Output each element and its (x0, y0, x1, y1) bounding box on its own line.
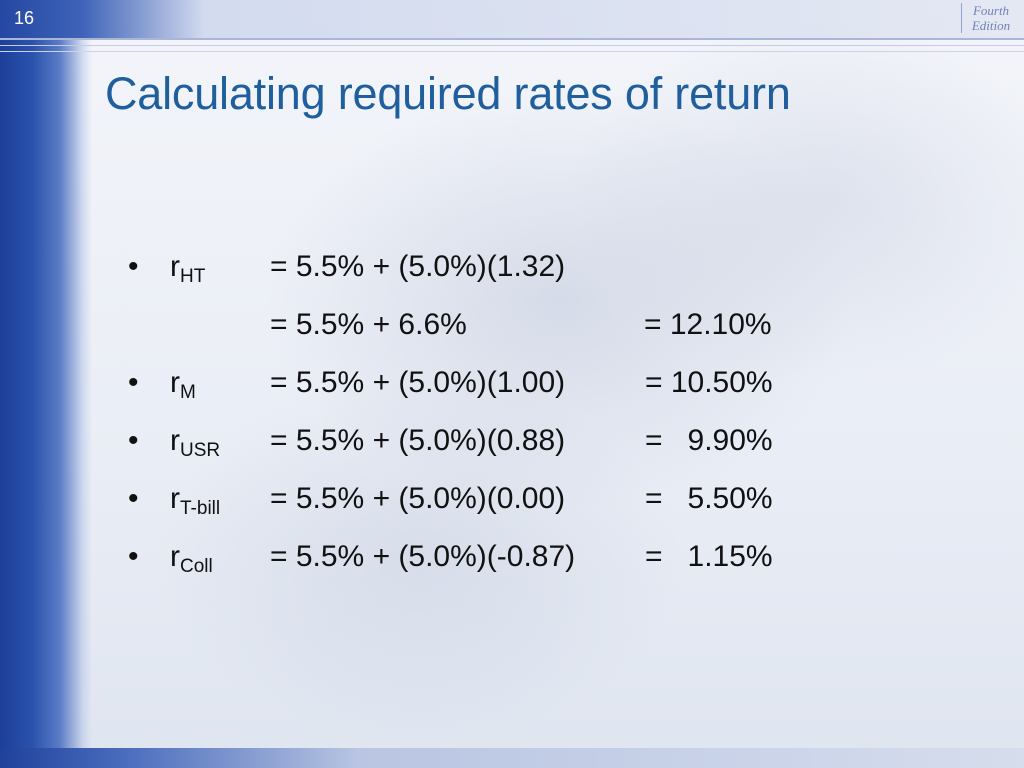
rate-expression: = 5.5% + (5.0%)(0.00) (270, 482, 566, 515)
rate-result: = 10.50% (645, 366, 773, 399)
rate-subscript: M (180, 382, 196, 403)
edition-line: Fourth (972, 3, 1010, 18)
top-decor-band (0, 0, 1024, 40)
rate-subscript: T-bill (180, 498, 221, 519)
list-item: • rUSR = 5.5% + (5.0%)(0.88) = 9.90% (128, 412, 928, 470)
top-rule (0, 45, 1024, 46)
edition-logo: Fourth Edition (961, 3, 1020, 33)
rate-result: = 5.50% (645, 482, 773, 515)
bottom-decor-band (0, 748, 1024, 768)
bullet-icon: • (128, 424, 139, 457)
bullet-icon: • (128, 366, 139, 399)
list-item: • rHT = 5.5% + (5.0%)(1.32) (128, 238, 928, 296)
bullet-list: • rHT = 5.5% + (5.0%)(1.32) = 5.5% + 6.6… (128, 238, 928, 586)
bullet-icon: • (128, 540, 139, 573)
rate-expression: = 5.5% + (5.0%)(1.00) (270, 366, 566, 399)
rate-expression: = 5.5% + (5.0%)(-0.87) (270, 540, 576, 573)
rate-variable: rT-bill (170, 482, 221, 519)
bullet-icon: • (128, 482, 139, 515)
rate-variable: rColl (170, 540, 213, 577)
rate-expression: = 5.5% + 6.6% (270, 308, 467, 341)
edition-line: Edition (971, 18, 1011, 33)
rate-result: = 1.15% (645, 540, 773, 573)
list-item: • rColl = 5.5% + (5.0%)(-0.87) = 1.15% (128, 528, 928, 586)
rate-variable: rUSR (170, 424, 221, 461)
slide-title: Calculating required rates of return (105, 68, 791, 119)
rate-subscript: HT (180, 266, 206, 287)
rate-variable: rHT (170, 250, 206, 287)
top-rule (0, 38, 1024, 40)
top-rule (0, 51, 1024, 52)
rate-subscript: Coll (180, 556, 213, 577)
list-item: = 5.5% + 6.6% = 12.10% (128, 296, 928, 354)
rate-result: = 12.10% (644, 308, 772, 341)
list-item: • rM = 5.5% + (5.0%)(1.00) = 10.50% (128, 354, 928, 412)
rate-subscript: USR (180, 440, 221, 461)
bullet-icon: • (128, 250, 139, 283)
rate-variable: rM (170, 366, 196, 403)
slide-number: 16 (14, 8, 35, 28)
rate-result: = 9.90% (645, 424, 773, 457)
rate-expression: = 5.5% + (5.0%)(0.88) (270, 424, 566, 457)
left-decor-bar (0, 0, 92, 768)
list-item: • rT-bill = 5.5% + (5.0%)(0.00) = 5.50% (128, 470, 928, 528)
rate-expression: = 5.5% + (5.0%)(1.32) (270, 250, 566, 283)
